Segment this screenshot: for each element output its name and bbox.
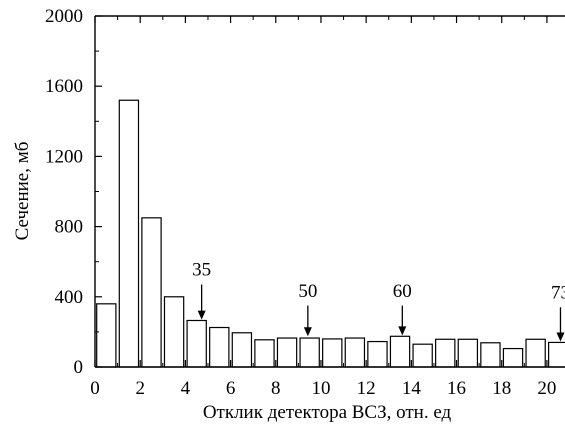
annotation-arrow-head <box>398 326 407 336</box>
bar <box>276 337 298 368</box>
bar <box>344 337 366 368</box>
bars-group <box>96 99 565 368</box>
x-tick-label: 12 <box>357 378 376 399</box>
bar <box>141 217 162 368</box>
bar <box>480 342 501 368</box>
bar <box>231 332 253 368</box>
x-tick-label: 4 <box>181 378 191 399</box>
bar <box>435 338 456 368</box>
bar <box>502 347 524 368</box>
annotations-group: 35 50 60 73 <box>192 260 565 342</box>
bar <box>525 338 546 368</box>
bar <box>412 343 433 368</box>
bar <box>299 337 320 368</box>
x-tick-label: 18 <box>492 378 511 399</box>
annotation-label: 50 <box>298 281 317 302</box>
axes-group: 0 2 4 6 8 10 12 14 16 18 20 0 400 800 1200 1600 2000 <box>45 6 565 399</box>
y-tick-label: 2000 <box>45 6 83 27</box>
x-tick-label: 10 <box>311 378 330 399</box>
y-tick-label: 1600 <box>45 76 83 97</box>
bar <box>118 99 140 368</box>
y-tick-label: 800 <box>55 217 84 238</box>
annotation-arrow-head <box>303 327 312 337</box>
bar <box>209 326 230 368</box>
bar <box>96 303 117 368</box>
x-tick-label: 16 <box>447 378 466 399</box>
bar <box>367 340 388 368</box>
bar <box>389 335 411 368</box>
y-tick-label: 0 <box>74 357 84 378</box>
bar <box>254 339 275 368</box>
y-axis-label: Сечение, мб <box>12 142 33 241</box>
annotation-label: 35 <box>192 260 211 281</box>
y-tick-label: 1200 <box>45 146 83 167</box>
annotation-label: 60 <box>393 281 412 302</box>
annotation-arrow-head <box>197 310 206 320</box>
annotation-arrow-head <box>556 332 565 342</box>
bar <box>548 341 565 368</box>
x-tick-label: 0 <box>90 378 100 399</box>
x-tick-label: 20 <box>537 378 556 399</box>
x-axis-label: Отклик детектора ВСЗ, отн. ед <box>203 402 452 423</box>
x-tick-label: 8 <box>271 378 281 399</box>
x-tick-label: 2 <box>135 378 145 399</box>
x-tick-label: 6 <box>226 378 236 399</box>
annotation-label: 73 <box>551 283 565 304</box>
bar <box>186 319 207 368</box>
y-tick-label: 400 <box>55 287 84 308</box>
x-tick-label: 14 <box>402 378 422 399</box>
bar <box>322 338 343 368</box>
bar <box>163 296 185 368</box>
bar <box>457 338 479 368</box>
